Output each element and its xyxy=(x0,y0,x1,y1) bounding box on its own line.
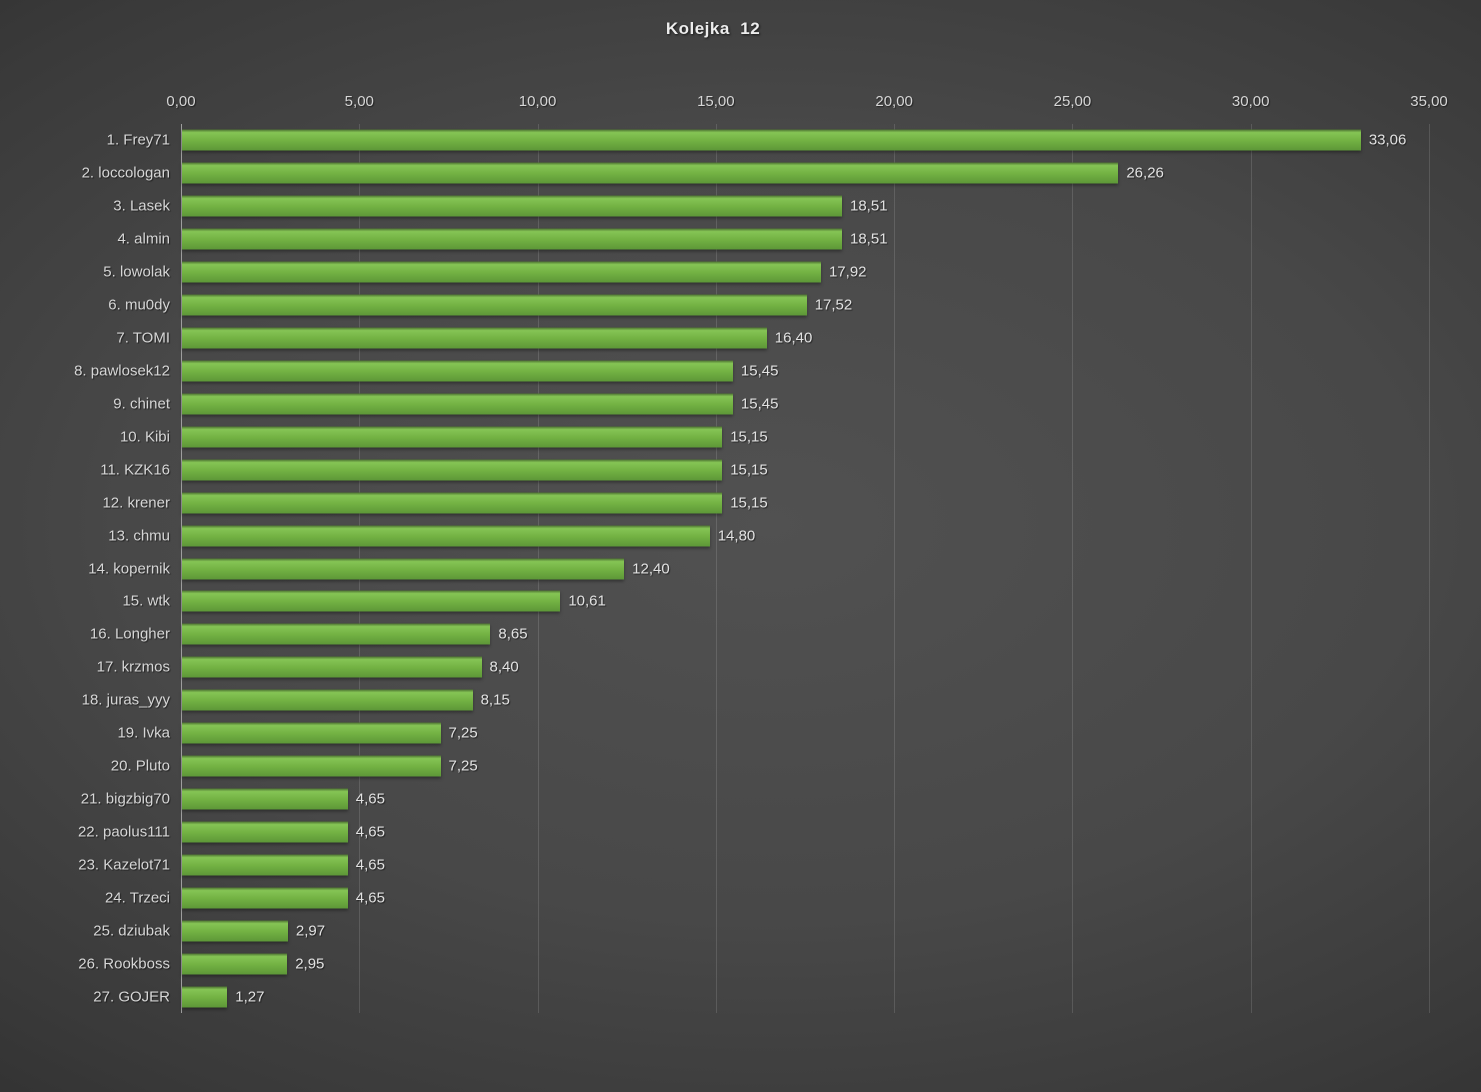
value-label: 4,65 xyxy=(355,790,385,808)
category-label: 12. krener xyxy=(102,494,170,512)
bar xyxy=(182,689,473,711)
bar xyxy=(182,393,733,415)
value-label: 16,40 xyxy=(774,329,813,347)
bar xyxy=(182,558,625,579)
value-label: 7,25 xyxy=(448,757,478,775)
category-label: 20. Pluto xyxy=(110,757,170,775)
gridline xyxy=(715,124,717,1013)
bar xyxy=(182,986,228,1008)
bar xyxy=(182,261,821,283)
bar xyxy=(182,920,288,942)
bar xyxy=(182,525,710,547)
value-label: 10,61 xyxy=(568,592,606,610)
category-label: 1. Frey71 xyxy=(106,131,170,149)
category-label: 17. krzmos xyxy=(96,658,170,676)
category-label: 6. mu0dy xyxy=(108,296,170,314)
category-label: 15. wtk xyxy=(122,592,170,610)
category-label: 5. lowolak xyxy=(103,263,170,281)
bar xyxy=(182,854,348,876)
value-label: 12,40 xyxy=(632,560,670,577)
category-label: 10. Kibi xyxy=(119,428,170,446)
chart-title: Kolejka 12 xyxy=(665,19,761,38)
x-axis-tick-label: 20,00 xyxy=(875,93,913,110)
x-axis-tick-label: 25,00 xyxy=(1053,93,1092,110)
category-label: 18. juras_yyy xyxy=(81,691,170,709)
value-label: 17,92 xyxy=(828,263,867,281)
category-label: 19. Ivka xyxy=(117,724,170,742)
x-axis-tick-label: 35,00 xyxy=(1410,93,1448,110)
bar xyxy=(182,821,348,843)
category-label: 27. GOJER xyxy=(93,988,170,1006)
x-axis-tick-label: 10,00 xyxy=(518,93,557,110)
gridline xyxy=(1072,124,1074,1013)
value-label: 15,15 xyxy=(730,428,768,446)
bar xyxy=(182,294,807,316)
x-axis-tick-label: 0,00 xyxy=(166,93,196,110)
gridline xyxy=(894,124,896,1013)
bar xyxy=(182,327,767,349)
bar xyxy=(182,887,348,909)
bar xyxy=(182,656,482,678)
x-axis-tick-label: 15,00 xyxy=(697,93,735,110)
bar xyxy=(182,459,723,481)
value-label: 17,52 xyxy=(814,296,853,314)
value-label: 8,15 xyxy=(480,691,510,709)
bar xyxy=(182,492,723,514)
value-label: 14,80 xyxy=(717,527,756,545)
value-label: 26,26 xyxy=(1126,164,1164,182)
category-label: 3. Lasek xyxy=(113,197,170,215)
category-label: 7. TOMI xyxy=(116,329,170,347)
gridline xyxy=(1250,124,1252,1013)
category-label: 9. chinet xyxy=(113,395,170,413)
category-label: 21. bigzbig70 xyxy=(80,790,170,808)
bar xyxy=(182,195,842,217)
value-label: 4,65 xyxy=(355,856,385,874)
category-label: 13. chmu xyxy=(108,527,170,545)
bar xyxy=(182,722,441,744)
category-label: 25. dziubak xyxy=(93,922,170,940)
value-label: 15,15 xyxy=(730,494,768,512)
value-label: 15,45 xyxy=(740,395,779,413)
x-axis-tick-label: 30,00 xyxy=(1231,93,1270,110)
value-label: 8,65 xyxy=(498,625,528,643)
value-label: 4,65 xyxy=(355,889,385,907)
value-label: 2,95 xyxy=(295,955,325,973)
category-label: 16. Longher xyxy=(89,625,170,643)
category-label: 24. Trzeci xyxy=(104,889,170,907)
value-label: 18,51 xyxy=(850,230,888,248)
bar xyxy=(182,590,561,612)
value-label: 7,25 xyxy=(448,724,478,742)
bar xyxy=(182,228,842,250)
value-label: 8,40 xyxy=(489,658,519,676)
bar xyxy=(182,755,441,777)
value-label: 15,45 xyxy=(740,362,779,380)
x-axis-tick-label: 5,00 xyxy=(344,93,374,110)
bar xyxy=(182,129,1361,151)
bar xyxy=(182,788,348,810)
value-label: 4,65 xyxy=(355,823,385,841)
bar xyxy=(182,953,288,975)
value-label: 1,27 xyxy=(235,988,265,1006)
value-label: 2,97 xyxy=(295,922,326,940)
category-label: 22. paolus111 xyxy=(77,823,170,841)
category-label: 11. KZK16 xyxy=(100,461,170,479)
category-label: 14. kopernik xyxy=(88,560,170,577)
value-label: 33,06 xyxy=(1368,131,1407,149)
bar xyxy=(182,623,491,645)
value-label: 18,51 xyxy=(850,197,888,215)
bar xyxy=(182,426,723,448)
category-label: 8. pawlosek12 xyxy=(74,362,170,380)
value-label: 15,15 xyxy=(730,461,768,479)
category-label: 26. Rookboss xyxy=(78,955,170,973)
gridline xyxy=(1429,124,1430,1013)
bar xyxy=(182,162,1119,184)
category-label: 2. loccologan xyxy=(81,164,170,182)
category-label: 23. Kazelot71 xyxy=(78,856,170,874)
y-axis-line xyxy=(181,124,182,1013)
bar xyxy=(182,360,733,382)
category-label: 4. almin xyxy=(117,230,170,248)
